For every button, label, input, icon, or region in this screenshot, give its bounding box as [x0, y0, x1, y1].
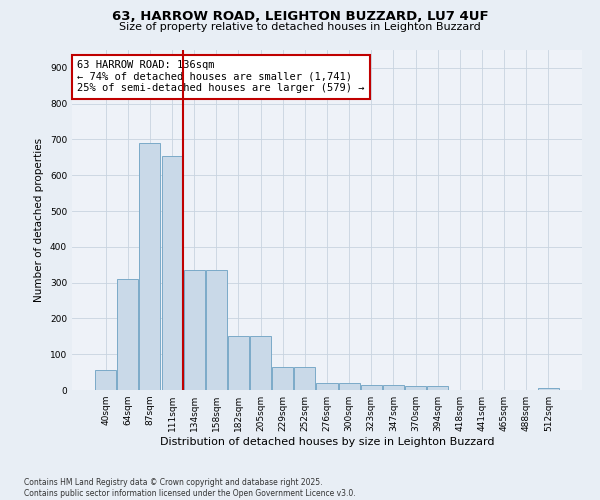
Text: Contains HM Land Registry data © Crown copyright and database right 2025.
Contai: Contains HM Land Registry data © Crown c…: [24, 478, 356, 498]
Text: 63, HARROW ROAD, LEIGHTON BUZZARD, LU7 4UF: 63, HARROW ROAD, LEIGHTON BUZZARD, LU7 4…: [112, 10, 488, 23]
Bar: [338, 383, 359, 390]
Bar: [161, 156, 182, 390]
Bar: [250, 336, 271, 390]
Bar: [316, 383, 338, 390]
Bar: [95, 370, 116, 390]
Bar: [206, 270, 227, 390]
X-axis label: Distribution of detached houses by size in Leighton Buzzard: Distribution of detached houses by size …: [160, 437, 494, 447]
Bar: [184, 270, 205, 390]
Bar: [228, 336, 249, 390]
Bar: [295, 366, 316, 390]
Text: 63 HARROW ROAD: 136sqm
← 74% of detached houses are smaller (1,741)
25% of semi-: 63 HARROW ROAD: 136sqm ← 74% of detached…: [77, 60, 365, 94]
Bar: [427, 386, 448, 390]
Bar: [139, 143, 160, 390]
Bar: [272, 366, 293, 390]
Bar: [383, 384, 404, 390]
Bar: [538, 388, 559, 390]
Text: Size of property relative to detached houses in Leighton Buzzard: Size of property relative to detached ho…: [119, 22, 481, 32]
Bar: [118, 279, 139, 390]
Y-axis label: Number of detached properties: Number of detached properties: [34, 138, 44, 302]
Bar: [405, 386, 426, 390]
Bar: [361, 384, 382, 390]
